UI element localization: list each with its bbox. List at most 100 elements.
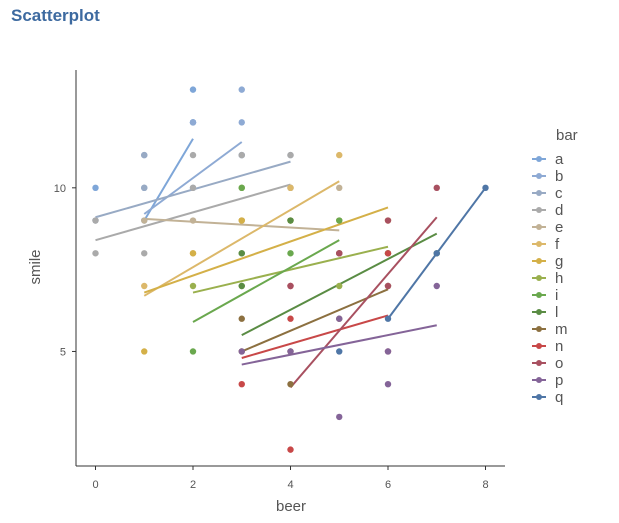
data-point-i <box>238 184 245 192</box>
legend-marker-o <box>536 360 542 366</box>
data-point-g <box>141 348 148 355</box>
fit-line-m <box>241 288 389 353</box>
chart-title: Scatterplot <box>11 6 100 25</box>
data-point-n <box>287 446 294 453</box>
data-point-d <box>189 151 197 159</box>
legend-marker-m <box>536 326 542 332</box>
data-point-p <box>384 380 392 388</box>
legend-marker-f <box>536 241 542 247</box>
data-point-q <box>336 348 343 355</box>
data-point-m <box>238 315 245 322</box>
data-point-d <box>141 250 148 257</box>
legend-label-m: m <box>555 321 568 338</box>
fit-line-f <box>143 180 340 297</box>
data-point-b <box>238 86 245 93</box>
data-point-o <box>433 184 440 192</box>
legend-label-f: f <box>555 236 560 253</box>
data-point-a <box>92 184 99 192</box>
fit-line-h <box>192 245 389 294</box>
fit-line-i <box>192 239 340 323</box>
legend-label-n: n <box>555 338 563 355</box>
legend-marker-e <box>536 224 542 230</box>
legend-marker-c <box>536 190 542 196</box>
legend-marker-b <box>536 173 542 179</box>
axes: 0 2 4 6 8 5 10 <box>54 70 505 491</box>
data-point-i <box>336 217 343 224</box>
legend-marker-d <box>536 207 542 213</box>
legend-marker-l <box>536 309 542 315</box>
data-point-p <box>238 348 245 355</box>
data-point-b <box>189 119 197 126</box>
legend-title: bar <box>556 127 578 144</box>
data-point-m <box>287 380 294 388</box>
data-point-a <box>189 86 197 93</box>
data-point-e <box>336 184 343 192</box>
data-points <box>92 86 489 453</box>
legend-label-i: i <box>555 287 558 304</box>
x-tick-label: 8 <box>482 479 488 491</box>
legend-marker-n <box>536 343 542 349</box>
fit-line-e <box>144 217 340 232</box>
data-point-n <box>384 250 392 257</box>
data-point-o <box>384 282 392 290</box>
data-point-i <box>287 250 294 257</box>
data-point-c <box>141 184 148 192</box>
fit-lines <box>95 138 487 389</box>
legend-label-q: q <box>555 389 563 406</box>
data-point-o <box>287 282 294 290</box>
data-point-h <box>336 282 343 290</box>
data-point-l <box>238 282 245 290</box>
data-point-h <box>189 282 197 290</box>
data-point-o <box>384 217 392 224</box>
x-tick-label: 4 <box>287 479 293 491</box>
legend-label-p: p <box>555 372 563 389</box>
x-tick-label: 0 <box>92 479 98 491</box>
data-point-q <box>482 184 489 192</box>
legend-marker-a <box>536 156 542 162</box>
x-tick-label: 2 <box>190 479 196 491</box>
data-point-g <box>238 217 245 224</box>
data-point-n <box>238 380 245 388</box>
data-point-o <box>336 250 343 257</box>
legend-marker-p <box>536 377 542 383</box>
legend-marker-i <box>536 292 542 298</box>
legend-label-l: l <box>555 304 558 321</box>
y-axis-label: smile <box>27 249 44 284</box>
data-point-d <box>92 217 99 224</box>
data-point-n <box>287 315 294 322</box>
fit-line-n <box>241 314 389 359</box>
data-point-c <box>141 151 148 159</box>
data-point-d <box>287 151 294 159</box>
data-point-f <box>336 151 343 159</box>
data-point-g <box>189 250 197 257</box>
data-point-l <box>287 217 294 224</box>
data-point-p <box>287 348 294 355</box>
x-axis-label: beer <box>276 498 306 515</box>
legend-marker-h <box>536 275 542 281</box>
data-point-p <box>336 315 343 322</box>
data-point-q <box>384 315 392 322</box>
fit-line-b <box>143 141 243 215</box>
data-point-d <box>189 184 197 192</box>
legend-label-c: c <box>555 185 563 202</box>
legend-label-b: b <box>555 168 563 185</box>
data-point-e <box>141 217 148 224</box>
data-point-f <box>287 184 294 192</box>
fit-line-p <box>241 324 437 366</box>
data-point-i <box>189 348 197 355</box>
fit-line-g <box>143 206 389 294</box>
data-point-f <box>141 282 148 290</box>
data-point-p <box>384 348 392 355</box>
data-point-b <box>238 119 245 126</box>
legend-label-d: d <box>555 202 563 219</box>
data-point-l <box>238 250 245 257</box>
data-point-p <box>433 282 440 290</box>
fit-line-o <box>289 216 438 389</box>
data-point-q <box>433 250 440 257</box>
legend-label-a: a <box>555 151 564 168</box>
legend-label-h: h <box>555 270 563 287</box>
data-point-d <box>92 250 99 257</box>
legend-label-e: e <box>555 219 563 236</box>
